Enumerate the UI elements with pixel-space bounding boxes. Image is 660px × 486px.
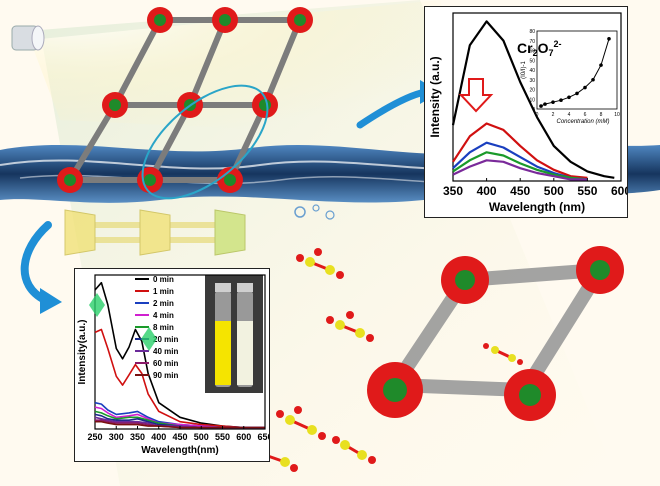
- inset-x-tick: 8: [600, 112, 603, 118]
- inset-point: [567, 95, 571, 100]
- x-axis-label: Wavelength(nm): [141, 445, 218, 456]
- x-tick-label: 250: [87, 432, 102, 442]
- inset-point: [583, 85, 587, 90]
- x-tick-label: 400: [151, 432, 166, 442]
- yellow-framework: [64, 209, 246, 256]
- series-line-0: [451, 20, 615, 179]
- inset-point: [559, 98, 563, 103]
- series-line-8: [95, 420, 265, 429]
- inset-y-tick: 30: [529, 78, 535, 84]
- down-arrow-icon: [458, 78, 494, 113]
- inset-y-tick: 0: [532, 107, 535, 113]
- inset-y-tick: 70: [529, 39, 535, 45]
- x-tick-label: 650: [257, 432, 270, 442]
- inset-y-label: (I0/I)-1: [521, 61, 527, 79]
- x-tick-label: 400: [477, 184, 497, 198]
- vial-photo: [205, 275, 263, 393]
- legend-label: 0 min: [153, 275, 174, 284]
- inset-x-tick: 6: [584, 112, 587, 118]
- inset-point: [543, 102, 547, 106]
- inset-y-tick: 50: [529, 58, 535, 64]
- x-tick-label: 500: [194, 432, 209, 442]
- plot-frame: [452, 12, 622, 182]
- inset-point: [607, 37, 611, 41]
- legend-label: 60 min: [153, 359, 178, 368]
- x-axis-label: Wavelength (nm): [489, 200, 585, 214]
- highlight-ellipse: [141, 84, 269, 200]
- inset-y-tick: 60: [529, 49, 535, 55]
- x-tick-label: 500: [544, 184, 564, 198]
- series-line-1: [452, 122, 588, 179]
- curved-arrow-icon: [20, 221, 62, 314]
- inset-x-label: Concentration (mM): [556, 119, 609, 125]
- inset-y-tick: 10: [529, 97, 535, 103]
- x-tick-label: 600: [611, 184, 628, 198]
- series-line-3: [452, 151, 588, 181]
- diamond-marker: [141, 327, 157, 351]
- x-tick-label: 600: [236, 432, 251, 442]
- x-tick-label: 450: [172, 432, 187, 442]
- legend-label: 4 min: [153, 311, 174, 320]
- y-axis-label: Intensity(a.u.): [77, 319, 88, 384]
- series-line-3: [94, 406, 265, 429]
- flashlight-icon: [11, 25, 45, 51]
- time-course-chart: 250 300 350 400 450 500 550 600 650 Wavelength(nm…: [74, 268, 270, 462]
- x-tick-label: 300: [109, 432, 124, 442]
- legend-label: 1 min: [153, 287, 174, 296]
- y-axis-label: Intensity (a.u.): [428, 56, 442, 137]
- inset-y-tick: 20: [529, 88, 535, 94]
- series-line-4: [452, 159, 588, 181]
- inset-x-tick: 2: [552, 112, 555, 118]
- inset-y-tick: 80: [529, 29, 535, 35]
- quenching-chart: 350400450500550600Wavelength (nm)Intensi…: [424, 6, 628, 218]
- inset-fit-line: [540, 38, 610, 107]
- x-tick-label: 350: [130, 432, 145, 442]
- mof-nodes-bottom: [367, 246, 624, 421]
- inset-point: [539, 104, 543, 108]
- x-tick-label: 550: [215, 432, 230, 442]
- diamond-marker: [89, 293, 105, 317]
- legend-label: 8 min: [153, 323, 174, 332]
- quenching-plot-area: 350400450500550600Wavelength (nm)Intensi…: [428, 12, 628, 214]
- inset-x-tick: 4: [568, 112, 571, 118]
- inset-point: [591, 77, 595, 82]
- inset-chart: 0 2 4 6 8 10 0 10 20 30 40 50 60 70 80 Concentration (m…: [521, 29, 620, 125]
- inset-frame: [536, 30, 618, 110]
- legend-label: 20 min: [153, 335, 178, 344]
- legend-label: 2 min: [153, 299, 174, 308]
- inset-point: [551, 100, 555, 104]
- legend-label: 90 min: [153, 371, 178, 380]
- inset-point: [599, 63, 603, 67]
- x-tick-label: 550: [577, 184, 597, 198]
- x-tick-label: 350: [443, 184, 463, 198]
- inset-y-tick: 40: [529, 68, 535, 74]
- time-course-plot-area: 250 300 350 400 450 500 550 600 650 Wavelength(nm…: [77, 274, 270, 456]
- x-tick-label: 450: [510, 184, 530, 198]
- inset-x-tick: 0: [536, 112, 539, 118]
- inset-x-tick: 10: [614, 112, 620, 118]
- inset-point: [575, 91, 579, 96]
- legend-label: 40 min: [153, 347, 178, 356]
- series-line-1: [94, 328, 265, 429]
